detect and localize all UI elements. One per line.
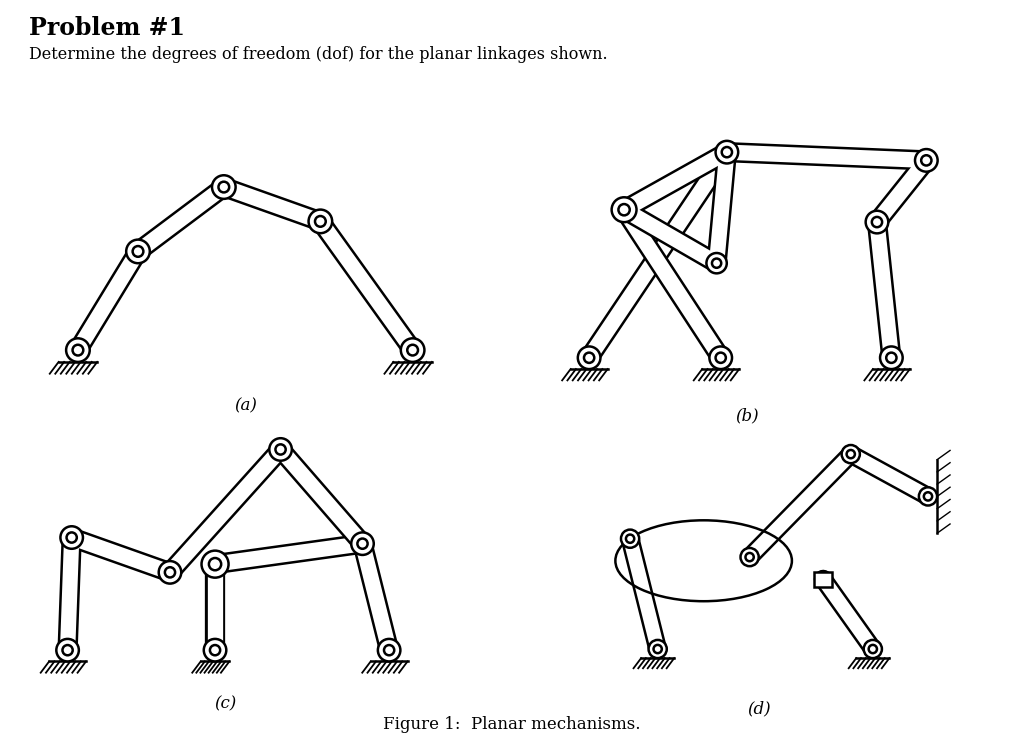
- Circle shape: [915, 149, 938, 172]
- Circle shape: [611, 197, 637, 222]
- Text: (d): (d): [746, 700, 771, 718]
- Circle shape: [722, 147, 732, 157]
- Circle shape: [886, 353, 896, 363]
- Circle shape: [880, 347, 903, 369]
- Bar: [814, 571, 833, 586]
- Circle shape: [357, 539, 368, 549]
- Circle shape: [621, 530, 639, 548]
- Circle shape: [618, 204, 630, 216]
- Circle shape: [218, 182, 229, 192]
- Circle shape: [847, 450, 855, 458]
- Circle shape: [159, 561, 181, 583]
- Circle shape: [60, 527, 83, 549]
- Text: Determine the degrees of freedom (dof) for the planar linkages shown.: Determine the degrees of freedom (dof) f…: [29, 46, 607, 64]
- Text: (b): (b): [735, 407, 759, 424]
- Circle shape: [653, 645, 662, 653]
- Text: Problem #1: Problem #1: [29, 16, 184, 40]
- Circle shape: [67, 339, 90, 362]
- Circle shape: [626, 535, 634, 543]
- Circle shape: [73, 345, 83, 356]
- Circle shape: [578, 347, 600, 369]
- Circle shape: [408, 345, 418, 356]
- Circle shape: [165, 567, 175, 577]
- Circle shape: [740, 548, 759, 566]
- Circle shape: [584, 353, 594, 363]
- Circle shape: [209, 558, 221, 570]
- Circle shape: [919, 488, 937, 506]
- Circle shape: [315, 216, 326, 227]
- Circle shape: [842, 445, 860, 463]
- Circle shape: [868, 645, 877, 653]
- Circle shape: [707, 253, 727, 273]
- Circle shape: [710, 347, 732, 369]
- Circle shape: [922, 155, 932, 166]
- Circle shape: [308, 210, 332, 233]
- Circle shape: [924, 492, 932, 500]
- Circle shape: [716, 353, 726, 363]
- Circle shape: [212, 175, 236, 198]
- Circle shape: [56, 639, 79, 661]
- Circle shape: [269, 438, 292, 461]
- Circle shape: [716, 141, 738, 163]
- Text: (c): (c): [214, 695, 237, 712]
- Circle shape: [202, 551, 228, 577]
- Circle shape: [62, 645, 73, 655]
- Circle shape: [863, 640, 882, 658]
- Circle shape: [400, 339, 424, 362]
- Circle shape: [126, 240, 150, 263]
- Circle shape: [384, 645, 394, 655]
- Circle shape: [210, 645, 220, 655]
- Text: Figure 1:  Planar mechanisms.: Figure 1: Planar mechanisms.: [383, 715, 641, 733]
- Circle shape: [210, 559, 220, 569]
- Text: (a): (a): [233, 397, 257, 414]
- Circle shape: [745, 553, 754, 561]
- Circle shape: [67, 533, 77, 542]
- Circle shape: [865, 210, 888, 234]
- Circle shape: [351, 533, 374, 555]
- Circle shape: [712, 258, 721, 268]
- Circle shape: [648, 640, 667, 658]
- Circle shape: [275, 444, 286, 455]
- Circle shape: [204, 639, 226, 661]
- Circle shape: [204, 553, 226, 575]
- Circle shape: [378, 639, 400, 661]
- Circle shape: [133, 246, 143, 257]
- Circle shape: [871, 217, 882, 227]
